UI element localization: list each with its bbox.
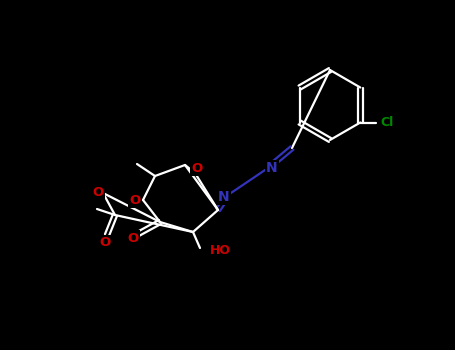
Text: N: N bbox=[218, 190, 230, 204]
Text: Cl: Cl bbox=[381, 116, 394, 129]
Text: O: O bbox=[92, 187, 104, 199]
Text: HO: HO bbox=[210, 245, 231, 258]
Text: O: O bbox=[99, 237, 111, 250]
Text: N: N bbox=[266, 161, 278, 175]
Text: O: O bbox=[192, 161, 202, 175]
Text: O: O bbox=[127, 231, 139, 245]
Text: O: O bbox=[129, 194, 141, 206]
